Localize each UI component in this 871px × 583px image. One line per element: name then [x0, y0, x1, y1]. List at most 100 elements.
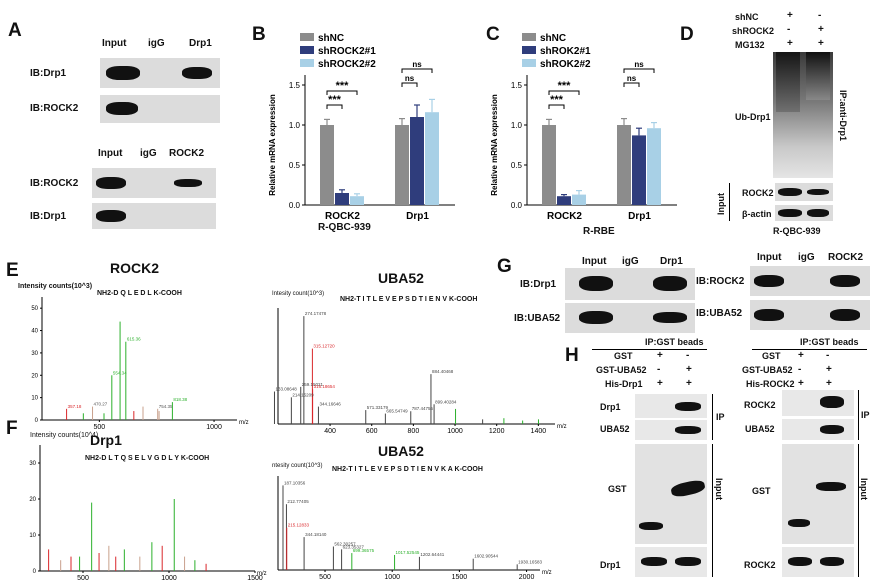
significance-bracket	[326, 104, 343, 109]
panel-label-e: E	[6, 260, 19, 281]
g-row-ib-drp1: IB:Drp1	[520, 279, 557, 290]
mark-d-1-1: +	[818, 24, 824, 35]
spectrum-e-left-seq: NH2-D Q L E D L K-COOH	[97, 290, 182, 297]
blot-g2-uba52	[750, 300, 870, 330]
peak-label: 571.33179	[367, 405, 389, 410]
significance-label: ns	[627, 74, 637, 83]
panel-label-c: C	[486, 24, 500, 45]
mark-d-0-1: -	[818, 10, 822, 21]
y-tick-label: 20	[31, 373, 38, 379]
h-r-m10: -	[798, 364, 802, 375]
col-igg: igG	[148, 38, 165, 49]
g-col-drp1: Drp1	[660, 256, 683, 267]
y-axis-label: Relative mRNA expression	[268, 94, 277, 196]
legend-label: shROCK2#2	[318, 59, 376, 70]
category-label: ROCK2	[325, 211, 360, 222]
significance-bracket	[401, 82, 418, 87]
bar	[617, 125, 631, 205]
panel-label-b: B	[252, 24, 266, 45]
bar-chart-b: shNC shROCK2#1 shROCK2#2 0.0 0.5 1.0 1.5 Relati…	[268, 33, 455, 222]
significance-bracket	[326, 90, 358, 95]
y-tick-label: 1.5	[289, 81, 301, 90]
mark-d-1-0: -	[787, 24, 791, 35]
blot-h-l-drp1-input	[635, 547, 707, 577]
y-tick-label: 0	[35, 418, 39, 424]
h-left-header: IP:GST beads	[645, 337, 704, 347]
y-tick-label: 40	[31, 329, 38, 335]
spectrum-e-right-seq: NH2-T I T L E V E P S D T I E N V K-COOH	[340, 296, 478, 303]
bar	[350, 196, 364, 205]
peak-label: 665.54749	[386, 409, 408, 414]
h-left-cond-his-drp1: His-Drp1	[605, 379, 643, 389]
spectrum-f-left-seq: NH2-D L T Q S E L V G D L Y K-COOH	[85, 455, 210, 462]
peak-label: 274.17478	[305, 311, 327, 316]
h-r-m01: -	[826, 350, 830, 361]
peak-label: 214.15209	[292, 392, 314, 397]
significance-label: ns	[412, 60, 422, 69]
h-right-cond-gst-uba52: GST-UBA52	[742, 365, 793, 375]
blot-h-l-drp1	[635, 394, 707, 418]
cond-shrock2: shROCK2	[732, 26, 775, 36]
peak-label: 623.35327	[343, 544, 365, 549]
x-tick-label: 1500	[247, 575, 263, 582]
spectrum-e-left-ylabel: Intensity counts(10^3)	[18, 283, 93, 290]
mark-d-2-0: +	[787, 38, 793, 49]
peak-label: 884.40468	[432, 369, 454, 374]
significance-bracket	[623, 82, 640, 87]
blot-g2-rock2	[750, 266, 870, 296]
blot-a-rock2	[100, 95, 220, 123]
row-d-rock2: ROCK2	[742, 188, 774, 198]
category-label: Drp1	[406, 211, 429, 222]
bar	[410, 117, 424, 205]
spectrum-f-right: 500 1000 1500 2000 m/z 187.10356 212.77405 215.…	[277, 476, 552, 581]
peak-label: 1602.90544	[474, 554, 498, 559]
input-label-d: Input	[716, 193, 726, 215]
h-left-row-uba52: UBA52	[600, 424, 630, 434]
significance-label: ***	[558, 80, 572, 92]
panel-label-d: D	[680, 24, 694, 45]
bar	[557, 196, 571, 205]
x-tick-label: 500	[319, 574, 331, 581]
peak-label: 754.35	[159, 404, 173, 409]
panel-label-a: A	[8, 20, 22, 41]
row-ib-rock2-2: IB:ROCK2	[30, 178, 79, 189]
g2-col-igg: igG	[798, 252, 815, 263]
bar	[542, 125, 556, 205]
g-row-ib-uba52: IB:UBA52	[514, 313, 561, 324]
blot-h-r-uba52	[782, 419, 854, 440]
bar	[335, 193, 349, 205]
legend-swatch	[522, 59, 536, 67]
y-tick-label: 0.5	[511, 161, 523, 170]
h-right-header: IP:GST beads	[800, 337, 859, 347]
spectrum-f-right-ylabel: ntesity count(10^3)	[272, 463, 323, 469]
x-tick-label: 1000	[384, 574, 400, 581]
legend-swatch	[300, 59, 314, 67]
h-left-input: Input	[714, 478, 724, 500]
blot-d-actin	[775, 205, 833, 221]
mark-d-0-0: +	[787, 10, 793, 21]
col-igg-2: igG	[140, 148, 157, 159]
h-right-input: Input	[859, 478, 869, 500]
peak-label: 615.36	[127, 337, 141, 342]
h-l-m10: -	[657, 364, 661, 375]
bar	[320, 125, 334, 205]
h-l-m20: +	[657, 378, 663, 389]
col-input: Input	[102, 38, 127, 49]
panel-label-f: F	[6, 418, 18, 439]
blot-a-drp1-2	[92, 203, 216, 229]
legend-swatch	[522, 33, 536, 41]
x-tick-label: 1000	[161, 575, 177, 582]
h-right-row-gst: GST	[752, 486, 771, 496]
h-left-cond-gst: GST	[614, 351, 633, 361]
legend-swatch	[522, 46, 536, 54]
h-l-m11: +	[686, 364, 692, 375]
h-right-cond-gst: GST	[762, 351, 781, 361]
spectrum-f-right-title: UBA52	[378, 443, 424, 459]
g2-col-rock2: ROCK2	[828, 252, 864, 263]
g2-col-input: Input	[757, 252, 782, 263]
caption-b: R-QBC-939	[318, 222, 371, 233]
caption-d: R-QBC-939	[773, 226, 821, 236]
row-ib-drp1: IB:Drp1	[30, 68, 67, 79]
y-axis-label: Relative mRNA expression	[490, 94, 499, 196]
spectrum-e-right: 400 600 800 1000 1200 1400 m/z 274.17478 315.127…	[273, 308, 567, 435]
